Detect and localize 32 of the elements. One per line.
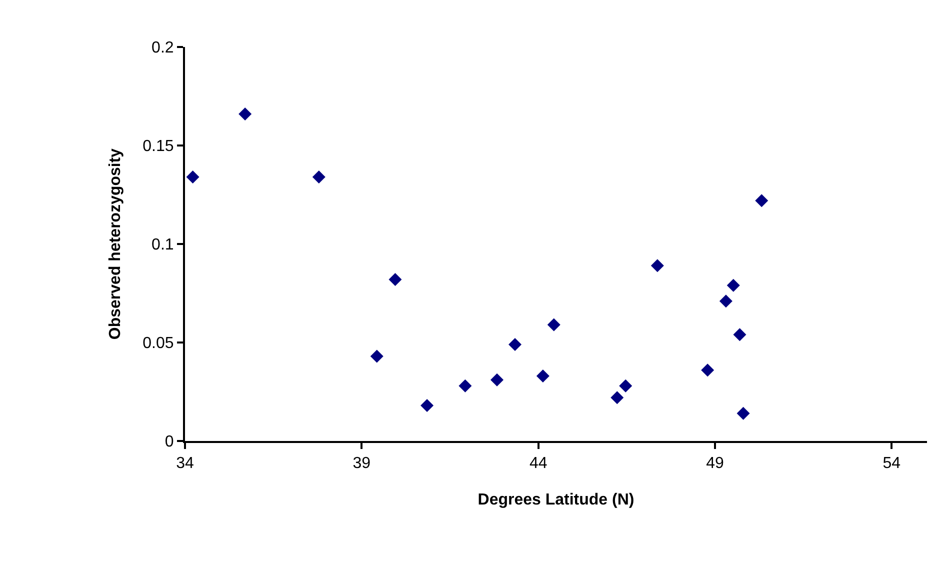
point xyxy=(312,170,326,184)
point xyxy=(238,107,252,120)
point xyxy=(508,338,522,351)
y-tick-label: 0.05 xyxy=(142,335,174,352)
y-tick-label: 0.15 xyxy=(142,138,174,156)
point xyxy=(719,294,732,308)
point xyxy=(370,350,384,363)
point xyxy=(610,391,624,404)
x-tick-label: 54 xyxy=(882,455,901,472)
y-tick-label: 0.2 xyxy=(152,40,174,57)
y-tick-label: 0.1 xyxy=(152,236,174,254)
point xyxy=(701,364,714,377)
x-tick-label: 44 xyxy=(529,455,548,472)
point xyxy=(736,406,750,420)
x-tick-label: 34 xyxy=(176,455,194,472)
point xyxy=(755,194,768,208)
x-axis-title: Degrees Latitude (N) xyxy=(478,491,634,508)
point xyxy=(619,379,632,392)
point xyxy=(388,272,402,286)
point xyxy=(186,170,200,184)
point xyxy=(650,259,664,272)
point xyxy=(733,328,746,342)
point xyxy=(420,399,434,412)
y-axis-title: Observed heterozygosity xyxy=(107,148,124,340)
x-tick-label: 39 xyxy=(352,455,371,472)
point xyxy=(726,278,740,292)
x-tick-label: 49 xyxy=(706,455,724,472)
point xyxy=(536,369,550,382)
point xyxy=(458,379,472,392)
y-tick-label: 0 xyxy=(164,434,174,451)
point xyxy=(490,373,504,386)
point xyxy=(547,318,560,332)
